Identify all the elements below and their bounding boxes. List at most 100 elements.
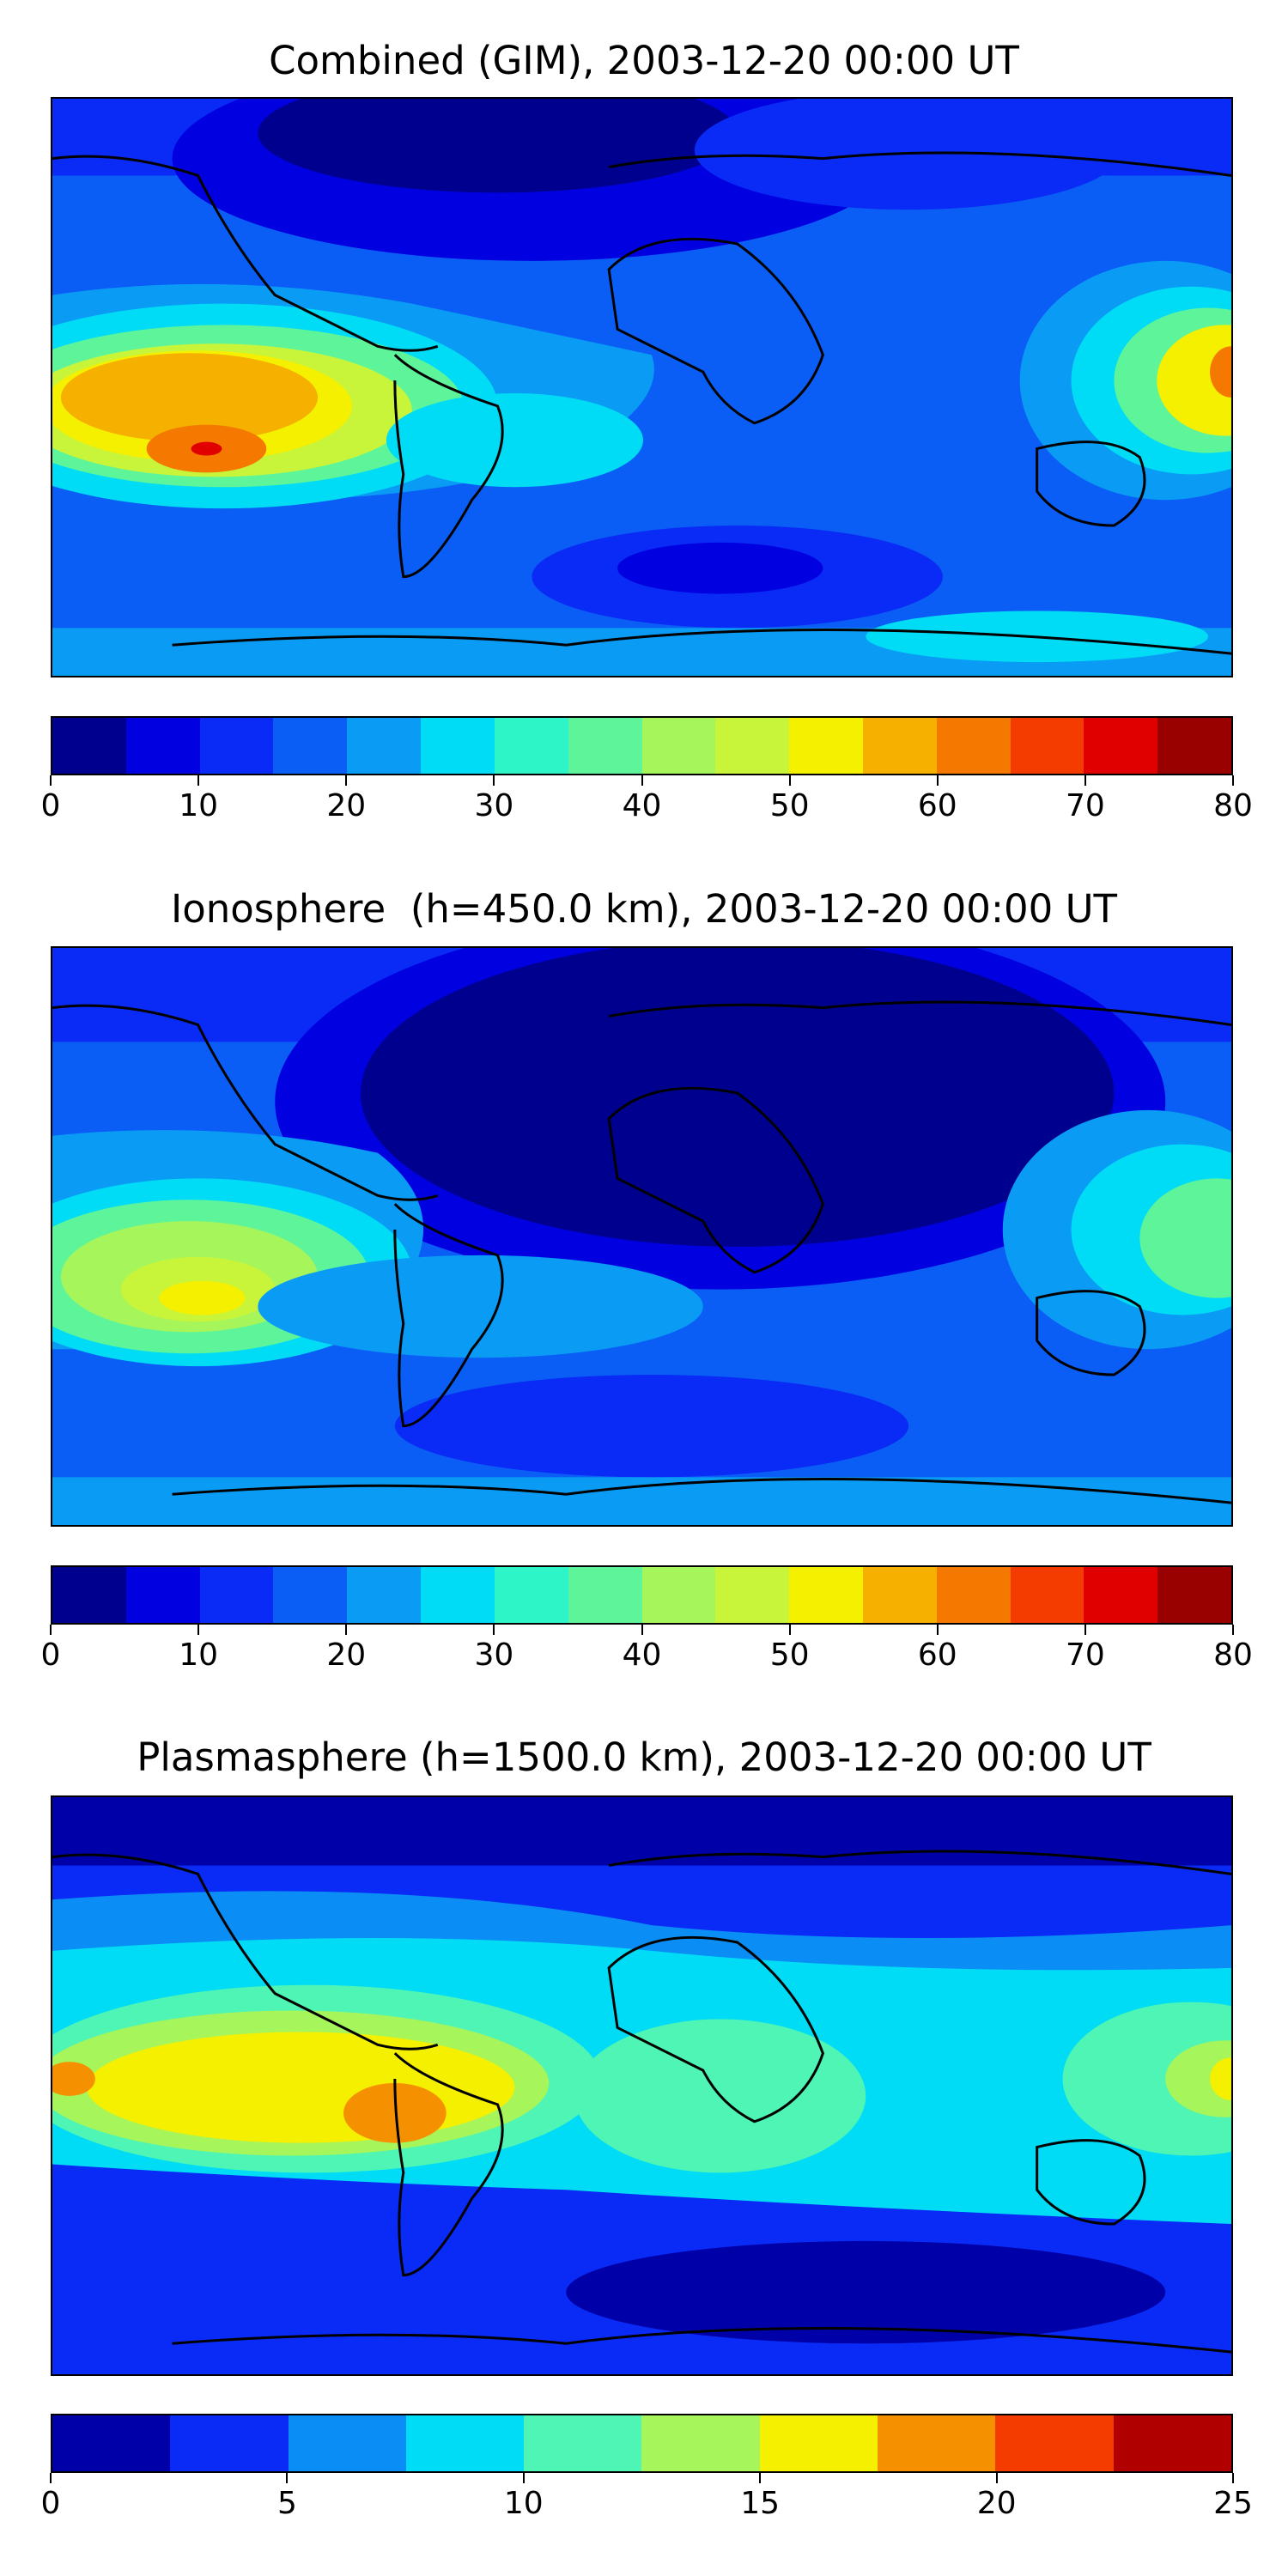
colorbar-segment [347,718,422,774]
colorbar-segment [273,718,348,774]
colorbar-tick-mark [345,775,348,786]
colorbar-tick-label: 60 [917,1637,957,1673]
colorbar-tick-mark [197,1625,200,1635]
colorbar-segment [862,1567,937,1623]
colorbar-segment [199,1567,274,1623]
colorbar-segment [1113,2415,1231,2471]
panel-3-map-field [52,1797,1231,2374]
colorbar-tick-mark [50,1625,52,1635]
colorbar-tick-label: 20 [326,1637,367,1673]
colorbar-tick-label: 30 [474,788,514,823]
colorbar-segment [125,1567,200,1623]
colorbar-tick-label: 40 [622,788,662,823]
panel-1-title: Combined (GIM), 2003-12-20 00:00 UT [269,38,1019,83]
colorbar-tick-label: 40 [622,1637,662,1673]
colorbar-tick-label: 10 [179,1637,219,1673]
panel-1-colorbar-ticks: 0 10 20 30 40 50 60 70 80 [41,775,1253,827]
colorbar-tick-mark [995,2473,998,2483]
colorbar-tick-mark [286,2473,289,2483]
panel-1-colorbar [51,716,1233,775]
colorbar-tick-label: 50 [769,788,810,823]
colorbar-tick-label: 15 [740,2486,781,2521]
panel-1-map [51,97,1233,677]
colorbar-segment [568,718,642,774]
colorbar-segment [641,1567,716,1623]
colorbar-segment [494,718,568,774]
colorbar-tick-mark [1232,1625,1234,1635]
colorbar-tick-label: 10 [179,788,219,823]
colorbar-tick-label: 60 [917,788,957,823]
colorbar-segment [1157,718,1231,774]
panel-2-map [51,946,1233,1527]
colorbar-segment [1010,718,1084,774]
colorbar-segment [789,1567,863,1623]
colorbar-segment [273,1567,348,1623]
panel-2-title: Ionosphere (h=450.0 km), 2003-12-20 00:0… [170,886,1118,932]
colorbar-segment [125,718,200,774]
colorbar-segment [288,2415,406,2471]
colorbar-segment [878,2415,996,2471]
colorbar-segment [1084,1567,1158,1623]
colorbar-tick-mark [50,775,52,786]
colorbar-tick-label: 10 [503,2486,544,2521]
colorbar-tick-mark [493,775,495,786]
colorbar-tick-mark [788,1625,791,1635]
colorbar-tick-label: 80 [1213,788,1253,823]
colorbar-segment [1010,1567,1084,1623]
colorbar-tick-label: 50 [769,1637,810,1673]
colorbar-tick-mark [788,775,791,786]
colorbar-segment [715,1567,790,1623]
colorbar-segment [524,2415,642,2471]
colorbar-tick-mark [1084,1625,1086,1635]
colorbar-segment [347,1567,422,1623]
colorbar-tick-mark [522,2473,525,2483]
colorbar-segment [715,718,790,774]
colorbar-segment [52,1567,126,1623]
panel-1-map-field [52,99,1231,676]
colorbar-tick-label: 25 [1213,2486,1253,2521]
colorbar-segment [995,2415,1114,2471]
colorbar-tick-mark [1232,2473,1234,2483]
panel-3-colorbar [51,2414,1233,2473]
colorbar-tick-label: 5 [276,2486,297,2521]
colorbar-segment [52,718,126,774]
colorbar-tick-label: 20 [326,788,367,823]
colorbar-tick-mark [936,775,939,786]
colorbar-segment [641,2415,760,2471]
colorbar-segment [1084,718,1158,774]
colorbar-tick-label: 70 [1065,788,1105,823]
panel-3-map [51,1795,1233,2376]
colorbar-tick-mark [759,2473,762,2483]
colorbar-segment [52,2415,171,2471]
colorbar-segment [936,718,1011,774]
colorbar-tick-label: 70 [1065,1637,1105,1673]
colorbar-segment [199,718,274,774]
colorbar-tick-label: 0 [40,788,61,823]
colorbar-tick-label: 20 [976,2486,1017,2521]
colorbar-segment [862,718,937,774]
colorbar-segment [421,718,495,774]
colorbar-tick-mark [197,775,200,786]
colorbar-segment [494,1567,568,1623]
colorbar-tick-mark [641,775,643,786]
colorbar-segment [1157,1567,1231,1623]
colorbar-segment [405,2415,525,2471]
colorbar-tick-label: 80 [1213,1637,1253,1673]
panel-2-colorbar-ticks: 0 10 20 30 40 50 60 70 80 [41,1625,1253,1676]
colorbar-segment [568,1567,642,1623]
colorbar-tick-mark [936,1625,939,1635]
panel-3-title: Plasmasphere (h=1500.0 km), 2003-12-20 0… [137,1735,1151,1780]
panel-2-map-field [52,948,1231,1525]
panel-3-colorbar-ticks: 0 5 10 15 20 25 [41,2473,1253,2524]
colorbar-tick-mark [641,1625,643,1635]
colorbar-segment [936,1567,1011,1623]
colorbar-segment [421,1567,495,1623]
panel-2-colorbar [51,1565,1233,1625]
colorbar-segment [759,2415,878,2471]
colorbar-tick-mark [1084,775,1086,786]
colorbar-segment [641,718,716,774]
colorbar-tick-label: 30 [474,1637,514,1673]
colorbar-tick-mark [493,1625,495,1635]
colorbar-tick-label: 0 [40,1637,61,1673]
